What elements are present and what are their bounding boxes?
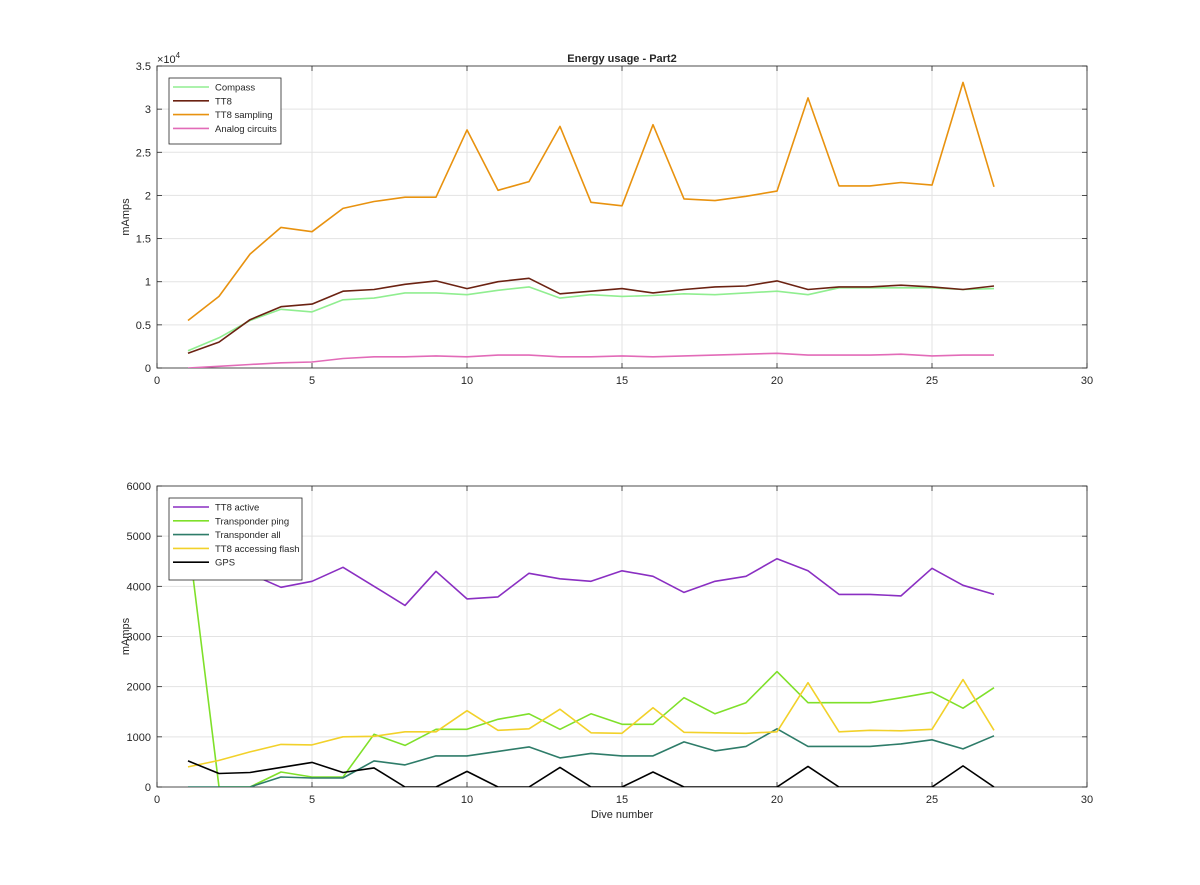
series-group bbox=[187, 536, 995, 787]
legend-entry: Analog circuits bbox=[215, 124, 277, 135]
x-axis-label: Dive number bbox=[591, 809, 654, 821]
legend-box bbox=[168, 77, 282, 145]
x-tick-label: 25 bbox=[926, 794, 938, 806]
x-tick-label: 10 bbox=[461, 375, 473, 387]
legend-entry: GPS bbox=[215, 558, 235, 569]
y-tick-label: 4000 bbox=[127, 581, 151, 593]
x-tick-label: 30 bbox=[1081, 375, 1093, 387]
x-tick-label: 30 bbox=[1081, 794, 1093, 806]
series-line-tt8 bbox=[187, 277, 995, 355]
y-tick-label: 2.5 bbox=[136, 147, 151, 159]
y-axis-label: mAmps bbox=[120, 617, 132, 655]
legend-entry: Transponder ping bbox=[215, 516, 289, 527]
x-tick-label: 15 bbox=[616, 375, 628, 387]
series-line-transponder-ping bbox=[187, 536, 995, 787]
y-tick-label: 1.5 bbox=[136, 234, 151, 246]
x-tick-label: 10 bbox=[461, 794, 473, 806]
y-tick-label: 6000 bbox=[127, 481, 151, 493]
series-line-tt8-sampling bbox=[187, 81, 995, 322]
legend-entry: Transponder all bbox=[215, 530, 281, 541]
x-tick-label: 0 bbox=[154, 794, 160, 806]
y-tick-label: 0 bbox=[145, 363, 151, 375]
chart-panel-1: 0 5 10 15 20 25 30 0 0.5 1 1.5 2 2.5 3 3.5 ×104 Energy u… bbox=[120, 51, 1093, 387]
series-line-tt8-accessing-flash bbox=[187, 678, 995, 768]
y-tick-label: 3000 bbox=[127, 632, 151, 644]
x-tick-label: 5 bbox=[309, 375, 315, 387]
x-tick-label: 5 bbox=[309, 794, 315, 806]
y-axis-label: mAmps bbox=[120, 198, 132, 236]
y-tick-label: 0 bbox=[145, 782, 151, 794]
y-tick-label: 2000 bbox=[127, 682, 151, 694]
y-tick-label: 5000 bbox=[127, 531, 151, 543]
y-exponent: ×104 bbox=[157, 51, 181, 66]
y-exponent-power: 4 bbox=[176, 51, 181, 60]
series-line-compass bbox=[187, 286, 995, 352]
x-tick-label: 20 bbox=[771, 794, 783, 806]
series-line-tt8-active bbox=[188, 555, 995, 607]
x-tick-label: 0 bbox=[154, 375, 160, 387]
series-line-analog-circuits bbox=[187, 352, 994, 368]
legend-entry: TT8 accessing flash bbox=[215, 544, 299, 555]
y-tick-label: 1 bbox=[145, 277, 151, 289]
legend-box bbox=[168, 497, 303, 581]
legend-entry: Compass bbox=[215, 83, 255, 94]
y-tick-label: 2 bbox=[145, 190, 151, 202]
series-line-gps bbox=[187, 760, 995, 787]
legend-entry: TT8 sampling bbox=[215, 110, 273, 121]
x-tick-label: 25 bbox=[926, 375, 938, 387]
x-tick-label: 20 bbox=[771, 375, 783, 387]
series-group bbox=[187, 81, 995, 368]
legend-entry: TT8 active bbox=[215, 503, 259, 514]
y-tick-label: 0.5 bbox=[136, 320, 151, 332]
chart-panel-2: 0 5 10 15 20 25 30 0 1000 2000 3000 4000 5000 6000 mAm… bbox=[120, 481, 1093, 821]
chart-title: Energy usage - Part2 bbox=[567, 53, 676, 65]
y-tick-label: 3 bbox=[145, 104, 151, 116]
legend-entry: TT8 bbox=[215, 96, 232, 107]
y-tick-label: 1000 bbox=[127, 732, 151, 744]
series-line-transponder-all bbox=[188, 727, 995, 787]
x-tick-label: 15 bbox=[616, 794, 628, 806]
y-tick-label: 3.5 bbox=[136, 61, 151, 73]
y-exponent-base: ×10 bbox=[157, 54, 176, 66]
